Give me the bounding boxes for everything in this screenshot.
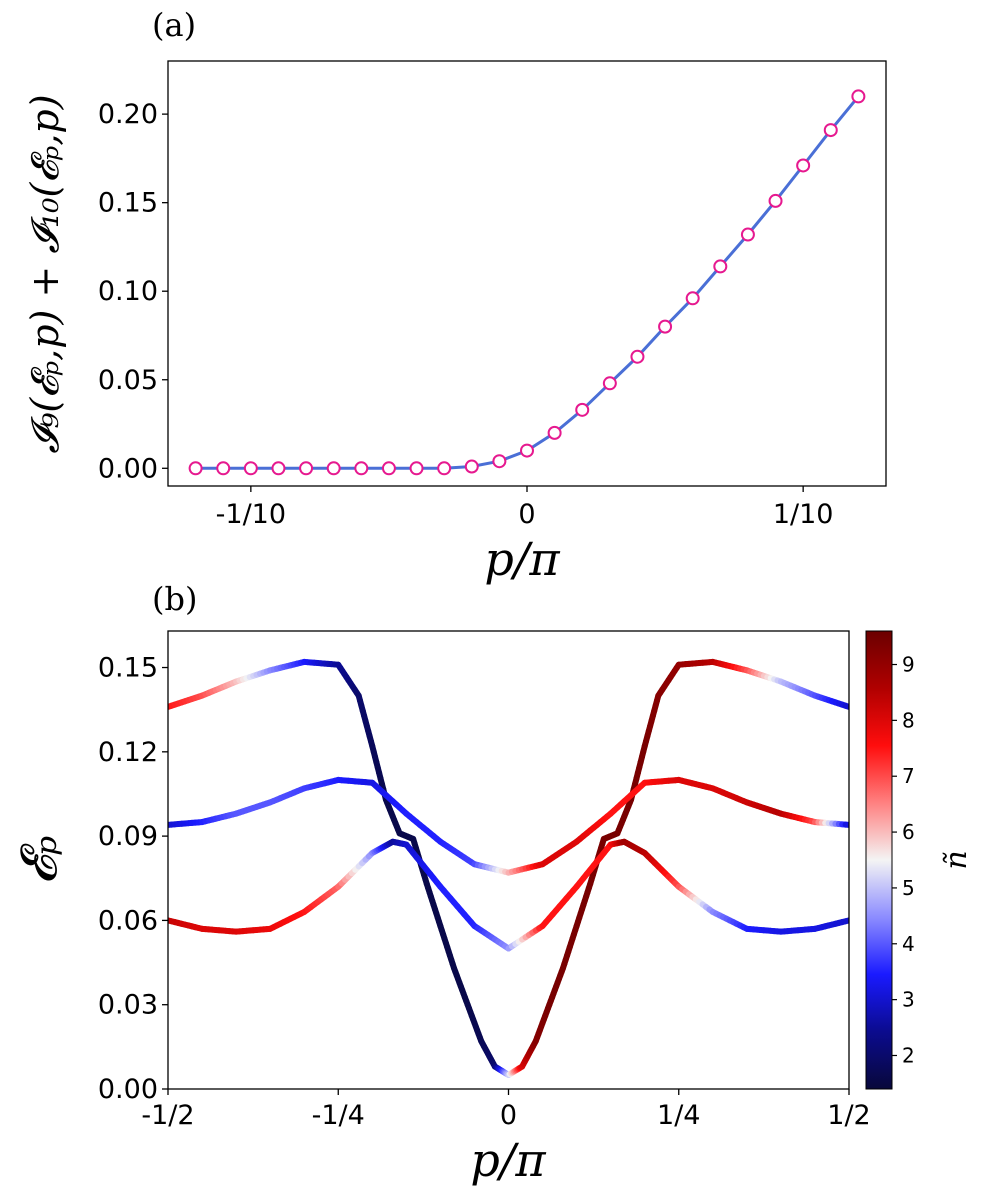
data-point (216, 461, 231, 476)
data-point (464, 459, 479, 474)
y-tick-label: 0.00 (98, 1074, 158, 1105)
data-point (685, 291, 700, 306)
panel-label-a: (a) (152, 6, 196, 44)
colorbar (865, 630, 893, 1090)
data-point (409, 461, 424, 476)
series-line (195, 95, 860, 470)
x-tick-label: -1/4 (312, 1100, 365, 1131)
data-point (796, 158, 811, 173)
data-point (354, 461, 369, 476)
axes-frame-a (167, 60, 887, 487)
data-point (271, 461, 286, 476)
colorbar-tick-label: 8 (902, 708, 915, 732)
x-tick-label: 0 (518, 499, 535, 530)
panel-label-b: (b) (152, 580, 197, 618)
data-point (243, 461, 258, 476)
x-axis-label-b: p/π (470, 1133, 546, 1187)
y-tick-label: 0.05 (98, 365, 158, 396)
x-ticks-b: -1/2 -1/4 0 1/4 1/2 (141, 1089, 871, 1131)
x-tick-label: 1/4 (657, 1100, 700, 1131)
data-point (547, 425, 562, 440)
data-point (381, 461, 396, 476)
y-tick-label: 0.06 (98, 905, 158, 936)
data-point (520, 443, 534, 458)
colorbar-tick-label: 5 (902, 876, 915, 900)
data-point (602, 376, 617, 391)
y-ticks-b: 0.00 0.03 0.06 0.09 0.12 0.15 (98, 653, 168, 1105)
data-point (492, 454, 507, 469)
panel-a: (a) -1/10 0 1/10 0.000.050.100.150.20 p/π … (23, 6, 887, 586)
y-tick-label: 0.15 (98, 653, 158, 684)
energy-band-3 (168, 838, 849, 952)
x-axis-label-a: p/π (484, 532, 560, 586)
data-point (630, 349, 645, 364)
data-point (299, 461, 314, 476)
y-tick-label: 0.03 (98, 990, 158, 1021)
x-tick-label: 1/2 (827, 1100, 870, 1131)
y-tick-label: 0.12 (98, 737, 158, 768)
colorbar-tick-label: 3 (902, 988, 915, 1012)
data-point (713, 259, 728, 274)
data-point (188, 461, 203, 476)
y-axis-label-a: 𝓘₉(𝓔ₚ,p) + 𝓘₁₀(𝓔ₚ,p) (23, 94, 67, 453)
colorbar-tick-label: 2 (902, 1043, 915, 1067)
energy-band-2 (168, 776, 849, 876)
y-tick-label: 0.15 (98, 188, 158, 219)
panel-b: (b) -1/2 -1/4 0 1/4 1/2 0.00 0.03 0.06 0.09 0.12… (10, 580, 974, 1187)
x-tick-label: 0 (500, 1100, 517, 1131)
data-point (326, 461, 341, 476)
axes-frame-b (167, 630, 850, 1090)
data-point (740, 227, 755, 242)
x-ticks-a: -1/10 0 1/10 (216, 486, 834, 530)
plot-area-a (188, 89, 866, 476)
y-tick-label: 0.10 (98, 276, 158, 307)
colorbar-tick-label: 4 (902, 932, 915, 956)
colorbar-tick-label: 6 (902, 820, 915, 844)
x-tick-label: -1/2 (141, 1100, 194, 1131)
data-point (823, 123, 838, 138)
data-point (575, 402, 590, 417)
y-ticks-a: 0.00 0.05 0.10 0.15 0.20 (98, 99, 168, 484)
energy-band-1 (168, 658, 849, 1078)
colorbar-tick-label: 9 (902, 653, 915, 677)
colorbar-label: ñ (939, 850, 974, 869)
x-tick-label: -1/10 (216, 499, 286, 530)
y-tick-label: 0.20 (98, 99, 158, 130)
y-tick-label: 0.09 (98, 821, 158, 852)
colorbar-ticks: 2 3 4 5 6 7 8 9 (892, 653, 915, 1067)
plot-area-b (168, 658, 849, 1078)
x-tick-label: 1/10 (773, 499, 834, 530)
data-point (768, 193, 783, 208)
data-point (851, 89, 866, 104)
y-axis-label-b: 𝓔ₚ (10, 836, 68, 885)
data-point (437, 461, 452, 476)
colorbar-tick-label: 7 (902, 764, 915, 788)
data-point (658, 319, 673, 334)
y-tick-label: 0.00 (98, 453, 158, 484)
